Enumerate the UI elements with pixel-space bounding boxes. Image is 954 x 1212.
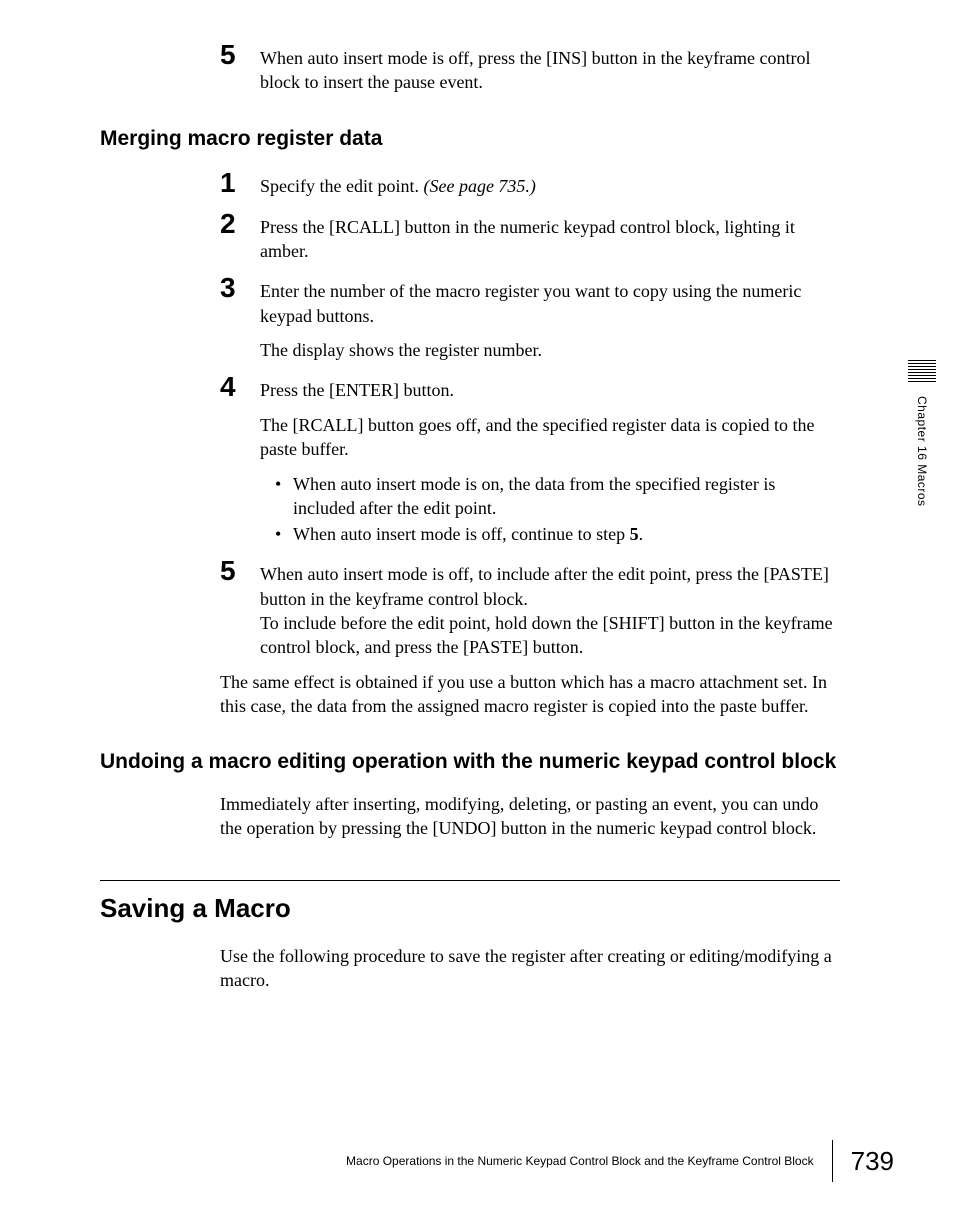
heading-undoing: Undoing a macro editing operation with t… (100, 748, 840, 775)
step-number: 2 (220, 209, 260, 240)
step-number: 5 (220, 40, 260, 71)
step-subtext: The [RCALL] button goes off, and the spe… (260, 413, 840, 462)
heading-saving: Saving a Macro (100, 880, 840, 924)
step-text: When auto insert mode is off, to include… (260, 556, 840, 659)
tab-lines-icon (908, 360, 936, 382)
page-footer: Macro Operations in the Numeric Keypad C… (100, 1140, 894, 1182)
side-tab: Chapter 16 Macros (908, 360, 936, 507)
bullet-step-ref: 5 (630, 524, 639, 544)
bullet-item: • When auto insert mode is on, the data … (275, 472, 840, 521)
bullet-list: • When auto insert mode is on, the data … (275, 472, 840, 547)
page-content: 5 When auto insert mode is off, press th… (100, 40, 840, 993)
bullet-item: • When auto insert mode is off, continue… (275, 522, 840, 546)
step-number: 1 (220, 168, 260, 199)
bullet-text: When auto insert mode is off, continue t… (293, 522, 643, 546)
step-item: 3 Enter the number of the macro register… (220, 273, 840, 328)
paragraph: The same effect is obtained if you use a… (220, 670, 840, 719)
step-text-span: Specify the edit point. (260, 176, 423, 196)
page-number: 739 (851, 1146, 894, 1177)
step-item: 5 When auto insert mode is off, press th… (220, 40, 840, 95)
paragraph: Use the following procedure to save the … (220, 944, 840, 993)
step-subtext: The display shows the register number. (260, 338, 840, 362)
step-text: Press the [ENTER] button. (260, 372, 840, 402)
step-item: 2 Press the [RCALL] button in the numeri… (220, 209, 840, 264)
bullet-dot-icon: • (275, 472, 293, 521)
side-tab-label: Chapter 16 Macros (915, 396, 929, 507)
step-item: 1 Specify the edit point. (See page 735.… (220, 168, 840, 199)
step-number: 4 (220, 372, 260, 403)
step-text: Enter the number of the macro register y… (260, 273, 840, 328)
step-number: 3 (220, 273, 260, 304)
heading-merging: Merging macro register data (100, 125, 840, 152)
step-text: Specify the edit point. (See page 735.) (260, 168, 840, 198)
step-text: When auto insert mode is off, press the … (260, 40, 840, 95)
paragraph: Immediately after inserting, modifying, … (220, 792, 840, 841)
bullet-dot-icon: • (275, 522, 293, 546)
step-number: 5 (220, 556, 260, 587)
step-item: 4 Press the [ENTER] button. (220, 372, 840, 403)
bullet-text-c: . (639, 524, 644, 544)
step-text: Press the [RCALL] button in the numeric … (260, 209, 840, 264)
footer-divider (832, 1140, 833, 1182)
step-ref: (See page 735.) (423, 176, 535, 196)
step-item: 5 When auto insert mode is off, to inclu… (220, 556, 840, 659)
footer-title: Macro Operations in the Numeric Keypad C… (346, 1154, 814, 1168)
bullet-text: When auto insert mode is on, the data fr… (293, 472, 840, 521)
bullet-text-a: When auto insert mode is off, continue t… (293, 524, 630, 544)
